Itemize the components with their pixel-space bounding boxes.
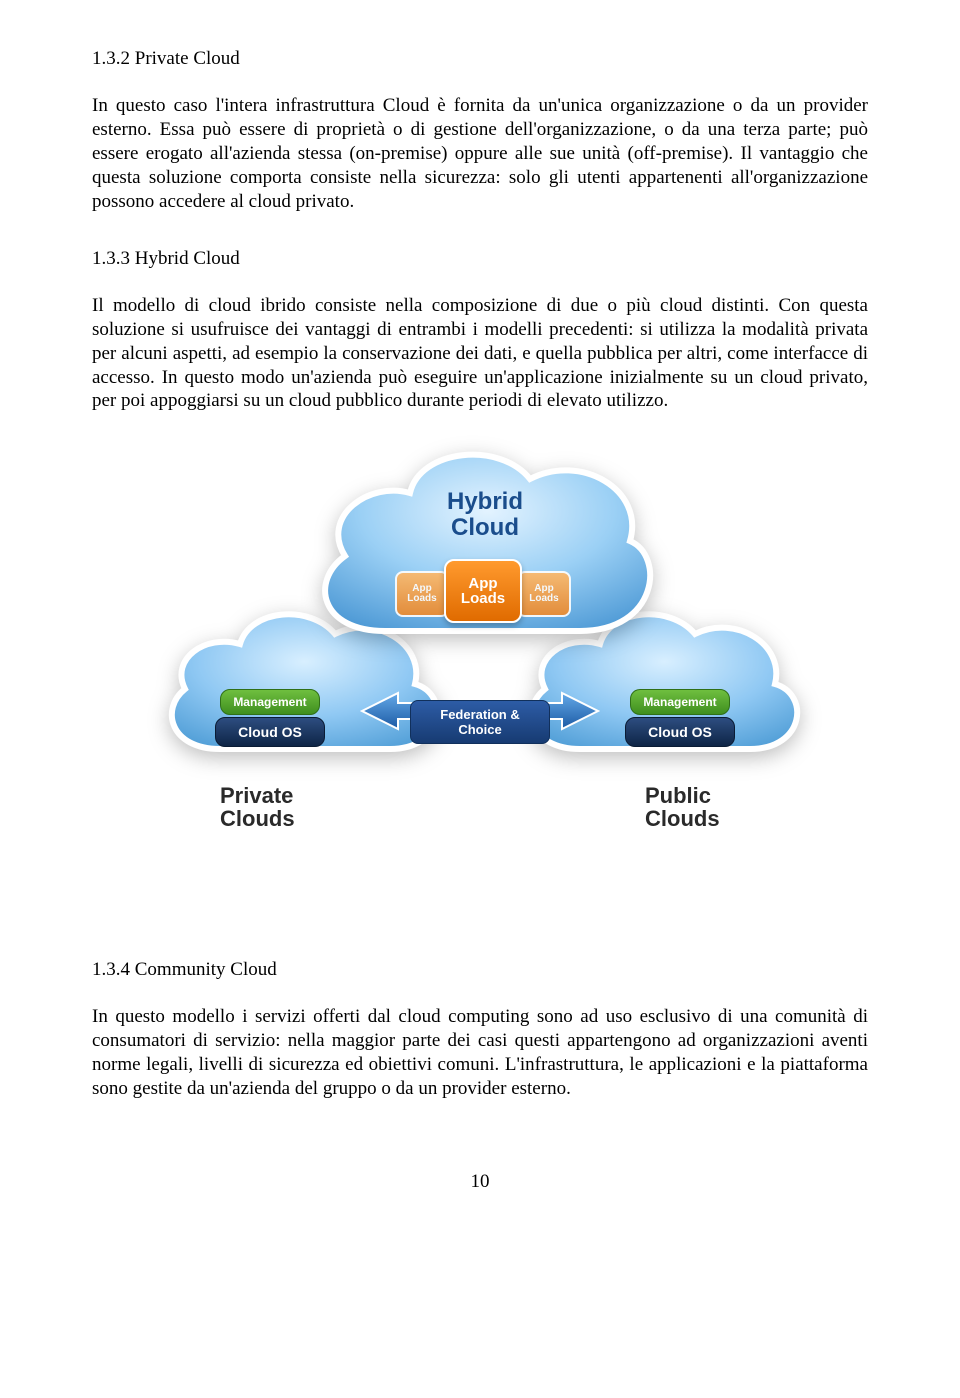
- page: 1.3.2 Private Cloud In questo caso l'int…: [0, 0, 960, 1233]
- private-clouds-caption: Private Clouds: [220, 784, 295, 830]
- public-clouds-caption: Public Clouds: [645, 784, 720, 830]
- federation-pill: Federation & Choice: [410, 700, 550, 744]
- page-number: 10: [92, 1171, 868, 1193]
- app-loads-small-left: App Loads: [395, 571, 449, 617]
- cloud-os-pill-right: Cloud OS: [625, 717, 735, 747]
- hybrid-cloud-figure: Management Cloud OS Management Cloud OS …: [92, 439, 868, 879]
- cloud-diagram: Management Cloud OS Management Cloud OS …: [160, 439, 800, 879]
- section-134-paragraph: In questo modello i servizi offerti dal …: [92, 1005, 868, 1101]
- management-pill-right: Management: [630, 689, 730, 715]
- section-133-paragraph: Il modello di cloud ibrido consiste nell…: [92, 294, 868, 414]
- management-pill-left: Management: [220, 689, 320, 715]
- section-132-paragraph: In questo caso l'intera infrastruttura C…: [92, 94, 868, 214]
- section-134-title: 1.3.4 Community Cloud: [92, 959, 868, 981]
- app-loads-small-left-l2: Loads: [407, 594, 436, 605]
- section-132-title: 1.3.2 Private Cloud: [92, 48, 868, 70]
- app-loads-big-l1: App: [468, 576, 497, 592]
- app-loads-small-right: App Loads: [517, 571, 571, 617]
- app-loads-small-right-l2: Loads: [529, 594, 558, 605]
- hybrid-cloud-shape: [300, 431, 660, 661]
- app-loads-big-l2: Loads: [461, 591, 505, 607]
- hybrid-cloud-label: Hybrid Cloud: [430, 489, 540, 539]
- app-loads-big: App Loads: [444, 559, 522, 623]
- section-133-title: 1.3.3 Hybrid Cloud: [92, 248, 868, 270]
- cloud-os-pill-left: Cloud OS: [215, 717, 325, 747]
